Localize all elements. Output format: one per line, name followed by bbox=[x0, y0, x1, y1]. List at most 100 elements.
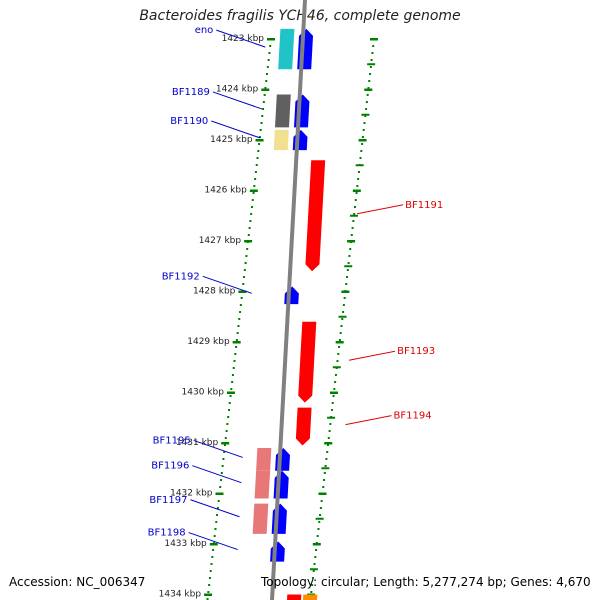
ruler-dot-right bbox=[372, 45, 375, 47]
gene-arrow-bf1194[interactable] bbox=[295, 407, 312, 446]
ruler-dot-left bbox=[268, 52, 271, 54]
ruler-dot-right bbox=[326, 444, 329, 446]
ruler-dot-left bbox=[262, 108, 265, 110]
gene-arrow-bf1191[interactable] bbox=[305, 160, 326, 272]
gene-label-bf1192[interactable]: BF1192 bbox=[162, 271, 200, 282]
ruler-dot-left bbox=[226, 423, 229, 425]
ruler-dot-left bbox=[260, 122, 263, 124]
ruler-dot-right bbox=[331, 402, 334, 404]
label-leader-line bbox=[211, 120, 261, 139]
gene-label-bf1193[interactable]: BF1193 bbox=[397, 346, 435, 357]
minor-tick bbox=[315, 517, 324, 520]
ruler-dot-right bbox=[337, 353, 340, 355]
gene-labels[interactable]: eno BF1189 BF1190 BF1191 BF1192 BF1193 BF1194 B… bbox=[148, 25, 444, 551]
ruler-dot-left bbox=[229, 395, 232, 397]
ruler-dot-left bbox=[246, 248, 249, 250]
ruler-dot-right bbox=[324, 465, 327, 467]
ruler-dot-right bbox=[339, 332, 342, 334]
ruler-dot-right bbox=[366, 94, 369, 96]
ruler-dot-left bbox=[266, 73, 269, 75]
minor-tick bbox=[309, 568, 318, 571]
tick-mark-right bbox=[352, 189, 361, 192]
minor-tick bbox=[344, 265, 353, 268]
ruler-dot-left bbox=[256, 157, 259, 159]
ruler-dot-right bbox=[369, 66, 372, 68]
tick-mark-left bbox=[232, 341, 241, 344]
gene-label-eno[interactable]: eno bbox=[195, 25, 214, 36]
ruler-dot-left bbox=[223, 444, 226, 446]
ruler-dot-right bbox=[370, 59, 373, 61]
ruler-dot-left bbox=[233, 360, 236, 362]
ruler-dot-left bbox=[216, 514, 219, 516]
gene-label-bf1191[interactable]: BF1191 bbox=[405, 200, 443, 211]
ruler-dot-left bbox=[213, 535, 216, 537]
ruler-dot-right bbox=[349, 248, 352, 250]
ruler-dot-right bbox=[333, 388, 336, 390]
tick-mark-right bbox=[329, 391, 338, 394]
ruler-dot-left bbox=[221, 465, 224, 467]
gene-label-bf1195[interactable]: BF1195 bbox=[153, 435, 191, 446]
ruler-dot-right bbox=[361, 143, 364, 145]
ruler-dot-left bbox=[239, 311, 242, 313]
tick-mark-left bbox=[261, 88, 270, 91]
gene-arrow-bf1199[interactable] bbox=[286, 594, 302, 600]
ruler-dot-right bbox=[357, 171, 360, 173]
cog-category-box bbox=[252, 503, 269, 534]
ruler-dot-left bbox=[244, 262, 247, 264]
ruler-dot-left bbox=[263, 94, 266, 96]
ruler-dot-right bbox=[352, 220, 355, 222]
ruler-dot-right bbox=[357, 178, 360, 180]
genome-summary: Topology: circular; Length: 5,277,274 bp… bbox=[261, 575, 591, 589]
ruler-dot-right bbox=[328, 430, 331, 432]
ruler-dot-left bbox=[224, 437, 227, 439]
gene-label-bf1197[interactable]: BF1197 bbox=[149, 495, 187, 506]
ruler-dot-left bbox=[251, 199, 254, 201]
ruler-dot-left bbox=[243, 269, 246, 271]
ruler-dot-right bbox=[322, 486, 325, 488]
ruler-dot-right bbox=[319, 514, 322, 516]
gene-arrow-bf1193[interactable] bbox=[298, 321, 317, 403]
ruler-dot-right bbox=[330, 409, 333, 411]
tick-mark-left bbox=[238, 290, 247, 293]
ruler-dot-left bbox=[232, 367, 235, 369]
label-leader-line bbox=[190, 499, 240, 518]
ruler-dot-left bbox=[257, 150, 260, 152]
ruler-dot-right bbox=[311, 584, 314, 586]
cog-category-box bbox=[256, 448, 272, 471]
ruler-dot-right bbox=[313, 563, 316, 565]
ruler-dot-left bbox=[211, 556, 214, 558]
ruler-dot-left bbox=[212, 549, 215, 551]
tick-label: 1426 kbp bbox=[204, 186, 247, 196]
gene-label-bf1198[interactable]: BF1198 bbox=[148, 528, 186, 539]
gene-label-bf1196[interactable]: BF1196 bbox=[151, 461, 189, 472]
ruler-dot-left bbox=[249, 220, 252, 222]
ruler-dot-left bbox=[242, 283, 245, 285]
tick-label: 1433 kbp bbox=[164, 539, 207, 549]
gene-label-bf1194[interactable]: BF1194 bbox=[394, 411, 432, 422]
tick-label: 1424 kbp bbox=[216, 85, 259, 95]
gene-label-bf1189[interactable]: BF1189 bbox=[172, 87, 210, 98]
ruler-dot-left bbox=[250, 206, 253, 208]
ruler-dot-right bbox=[353, 213, 356, 215]
ruler-dot-left bbox=[207, 591, 210, 593]
label-leader-line bbox=[216, 29, 266, 48]
minor-tick bbox=[355, 164, 364, 167]
ruler-dot-right bbox=[353, 206, 356, 208]
ruler-dot-right bbox=[359, 157, 362, 159]
minor-tick bbox=[338, 315, 347, 318]
ruler-dot-left bbox=[243, 276, 246, 278]
ruler-dot-right bbox=[338, 346, 341, 348]
ruler-dot-left bbox=[258, 143, 261, 145]
scale-ruler-dots bbox=[206, 38, 375, 600]
ruler-dot-right bbox=[334, 374, 337, 376]
ruler-dot-right bbox=[342, 311, 345, 313]
ruler-dot-right bbox=[342, 304, 345, 306]
ruler-dot-left bbox=[247, 234, 250, 236]
gene-label-bf1190[interactable]: BF1190 bbox=[170, 116, 208, 127]
ruler-dot-right bbox=[356, 185, 359, 187]
tick-mark-right bbox=[335, 341, 344, 344]
ruler-dot-left bbox=[237, 325, 240, 327]
label-leader-line bbox=[188, 532, 238, 551]
ruler-dot-right bbox=[310, 591, 313, 593]
ruler-dot-left bbox=[254, 178, 257, 180]
